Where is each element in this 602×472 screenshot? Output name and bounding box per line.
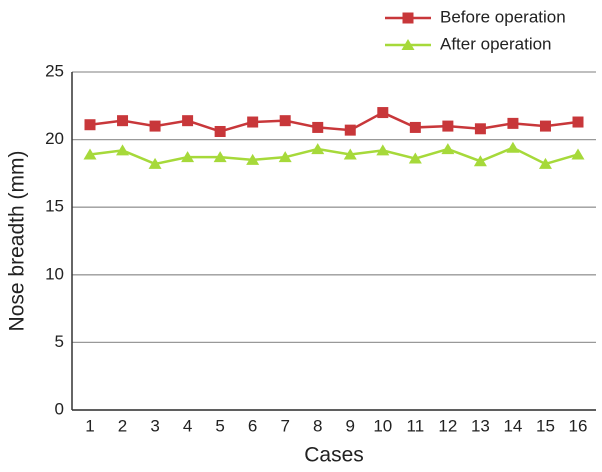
series-line bbox=[89, 111, 579, 133]
data-point bbox=[506, 141, 520, 153]
data-point bbox=[181, 151, 195, 163]
y-tick-label: 0 bbox=[55, 399, 64, 418]
data-point bbox=[539, 120, 551, 132]
data-point bbox=[572, 116, 584, 128]
legend-label: After operation bbox=[440, 34, 552, 53]
data-point bbox=[148, 157, 162, 169]
data-point bbox=[571, 148, 585, 160]
series-line bbox=[89, 146, 579, 166]
data-point bbox=[214, 125, 226, 137]
x-tick-label: 10 bbox=[373, 416, 392, 435]
x-tick-label: 9 bbox=[346, 416, 355, 435]
x-tick-label: 15 bbox=[536, 416, 555, 435]
x-tick-label: 4 bbox=[183, 416, 192, 435]
x-tick-label: 6 bbox=[248, 416, 257, 435]
y-axis-title: Nose breadth (mm) bbox=[6, 151, 29, 332]
data-point bbox=[473, 155, 487, 167]
x-tick-label: 11 bbox=[407, 416, 425, 435]
y-tick-label: 20 bbox=[45, 129, 64, 148]
data-point bbox=[474, 123, 486, 135]
data-point bbox=[149, 120, 161, 132]
y-tick-label: 15 bbox=[45, 197, 64, 216]
legend-marker bbox=[401, 39, 415, 50]
data-point bbox=[246, 153, 260, 165]
data-point bbox=[409, 121, 421, 133]
data-point bbox=[442, 120, 454, 132]
data-point bbox=[538, 157, 552, 169]
legend-marker bbox=[402, 12, 414, 24]
data-point bbox=[376, 144, 390, 156]
data-point bbox=[116, 144, 130, 156]
data-point bbox=[117, 115, 129, 127]
x-tick-label: 12 bbox=[438, 416, 457, 435]
data-point bbox=[408, 152, 422, 164]
legend-label: Before operation bbox=[440, 7, 566, 26]
x-tick-label: 1 bbox=[85, 416, 94, 435]
x-tick-label: 7 bbox=[280, 416, 289, 435]
x-tick-label: 14 bbox=[503, 416, 522, 435]
data-point bbox=[279, 115, 291, 127]
data-point bbox=[213, 151, 227, 163]
y-tick-label: 25 bbox=[45, 61, 64, 80]
y-tick-label: 5 bbox=[55, 332, 64, 351]
y-tick-label: 10 bbox=[45, 264, 64, 283]
data-point bbox=[83, 148, 97, 160]
x-tick-label: 8 bbox=[313, 416, 322, 435]
x-tick-label: 2 bbox=[118, 416, 127, 435]
data-point bbox=[84, 119, 96, 131]
data-point bbox=[344, 124, 356, 136]
data-point bbox=[441, 143, 455, 155]
data-point bbox=[311, 143, 325, 155]
data-point bbox=[507, 117, 519, 129]
data-point bbox=[343, 148, 357, 160]
x-tick-label: 16 bbox=[569, 416, 588, 435]
data-point bbox=[312, 121, 324, 133]
x-tick-label: 3 bbox=[150, 416, 159, 435]
x-tick-label: 5 bbox=[215, 416, 224, 435]
x-axis-title: Cases bbox=[304, 444, 364, 467]
data-point bbox=[182, 115, 194, 127]
data-point bbox=[278, 151, 292, 163]
data-point bbox=[377, 107, 389, 119]
data-point bbox=[247, 116, 259, 128]
x-tick-label: 13 bbox=[471, 416, 490, 435]
